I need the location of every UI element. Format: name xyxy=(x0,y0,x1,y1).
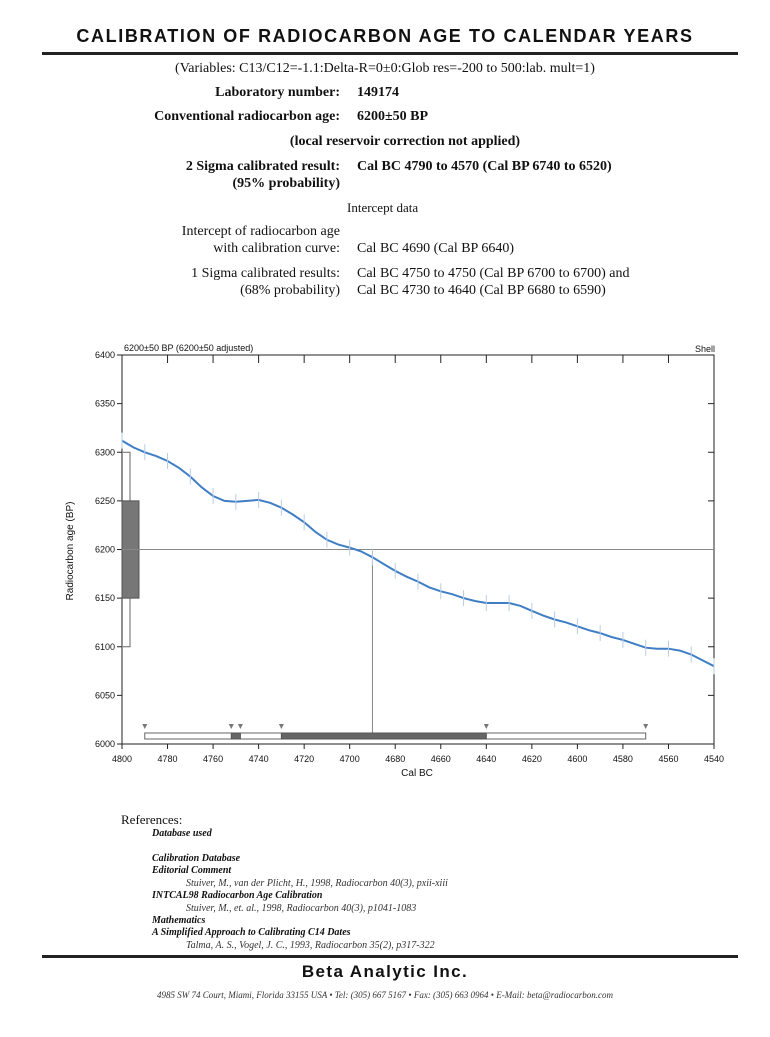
x-tick-label: 4600 xyxy=(567,754,587,764)
range-marker xyxy=(278,724,284,729)
sigma1-probability: (68% probability) xyxy=(240,283,340,298)
x-axis-label: Cal BC xyxy=(401,768,433,779)
x-tick-label: 4560 xyxy=(658,754,678,764)
calibrated-1sigma-range xyxy=(230,732,241,740)
lab-number-value: 149174 xyxy=(357,85,399,100)
calibrated-1sigma-range xyxy=(280,732,487,740)
header-rule xyxy=(42,52,738,55)
intercept-value: Cal BC 4690 (Cal BP 6640) xyxy=(357,241,514,256)
mathematics: Mathematics xyxy=(152,915,206,926)
report-title: CALIBRATION OF RADIOCARBON AGE TO CALEND… xyxy=(76,26,694,46)
x-tick-label: 4700 xyxy=(340,754,360,764)
y-tick-label: 6300 xyxy=(95,447,115,457)
x-tick-label: 4800 xyxy=(112,754,132,764)
y-tick-label: 6200 xyxy=(95,545,115,555)
x-tick-label: 4620 xyxy=(522,754,542,764)
math-title: A Simplified Approach to Calibrating C14… xyxy=(152,927,351,938)
sigma1-label: 1 Sigma calibrated results: xyxy=(191,266,340,281)
calibration-curve xyxy=(121,439,715,668)
reservoir-note: (local reservoir correction not applied) xyxy=(289,134,521,149)
x-tick-label: 4680 xyxy=(385,754,405,764)
conventional-age-value: 6200±50 BP xyxy=(357,109,429,124)
conventional-age-label: Conventional radiocarbon age: xyxy=(154,109,340,124)
references-heading: References: xyxy=(121,812,183,827)
calibration-database: Calibration Database xyxy=(152,853,241,864)
intcal-reference: Stuiver, M., et. al., 1998, Radiocarbon … xyxy=(186,903,417,914)
chart-marks: 4800 4780 4760 4740 4720 4700 4680 4660 4640 4620… xyxy=(95,350,724,764)
chart-top-right-label: Shell xyxy=(695,344,715,354)
y-tick-label: 6100 xyxy=(95,642,115,652)
x-tick-label: 4780 xyxy=(158,754,178,764)
math-reference: Talma, A. S., Vogel, J. C., 1993, Radioc… xyxy=(186,940,435,951)
x-tick-label: 4640 xyxy=(476,754,496,764)
database-used: Database used xyxy=(152,828,212,839)
y-tick-label: 6250 xyxy=(95,496,115,506)
x-tick-label: 4760 xyxy=(203,754,223,764)
lab-number-label: Laboratory number: xyxy=(215,85,340,100)
sigma1-value-1: Cal BC 4750 to 4750 (Cal BP 6700 to 6700… xyxy=(357,266,630,281)
x-tick-label: 4720 xyxy=(294,754,314,764)
x-tick-label: 4540 xyxy=(704,754,724,764)
chart-top-left-label: 6200±50 BP (6200±50 adjusted) xyxy=(124,343,253,353)
intercept-label-1: Intercept of radiocarbon age xyxy=(181,224,340,239)
intcal-title: INTCAL98 Radiocarbon Age Calibration xyxy=(152,890,323,901)
company-name: Beta Analytic Inc. xyxy=(301,962,469,981)
x-tick-label: 4660 xyxy=(431,754,451,764)
range-marker xyxy=(237,724,243,729)
intercept-label-2: with calibration curve: xyxy=(213,241,340,256)
intercept-heading: Intercept data xyxy=(347,200,419,215)
x-tick-label: 4580 xyxy=(613,754,633,764)
editorial-reference: Stuiver, M., van der Plicht, H., 1998, R… xyxy=(186,878,448,889)
calibration-chart: 6200±50 BP (6200±50 adjusted) Shell Cal … xyxy=(65,343,724,779)
sigma2-probability: (95% probability) xyxy=(232,176,340,191)
y-tick-label: 6350 xyxy=(95,399,115,409)
footer-rule xyxy=(42,955,738,958)
company-address: 4985 SW 74 Court, Miami, Florida 33155 U… xyxy=(157,990,613,1000)
sigma2-value: Cal BC 4790 to 4570 (Cal BP 6740 to 6520… xyxy=(357,159,612,174)
sigma1-value-2: Cal BC 4730 to 4640 (Cal BP 6680 to 6590… xyxy=(357,283,606,298)
y-tick-label: 6000 xyxy=(95,739,115,749)
y-tick-label: 6050 xyxy=(95,690,115,700)
x-tick-label: 4740 xyxy=(249,754,269,764)
y-tick-label: 6150 xyxy=(95,593,115,603)
range-marker xyxy=(228,724,234,729)
editorial-comment: Editorial Comment xyxy=(152,865,232,876)
y-axis-label: Radiocarbon age (BP) xyxy=(65,502,76,601)
variables-line: (Variables: C13/C12=-1.1:Delta-R=0±0:Glo… xyxy=(175,61,595,76)
sigma2-label: 2 Sigma calibrated result: xyxy=(185,159,340,174)
range-marker xyxy=(142,724,148,729)
range-marker xyxy=(483,724,489,729)
range-marker xyxy=(643,724,649,729)
y-tick-label: 6400 xyxy=(95,350,115,360)
